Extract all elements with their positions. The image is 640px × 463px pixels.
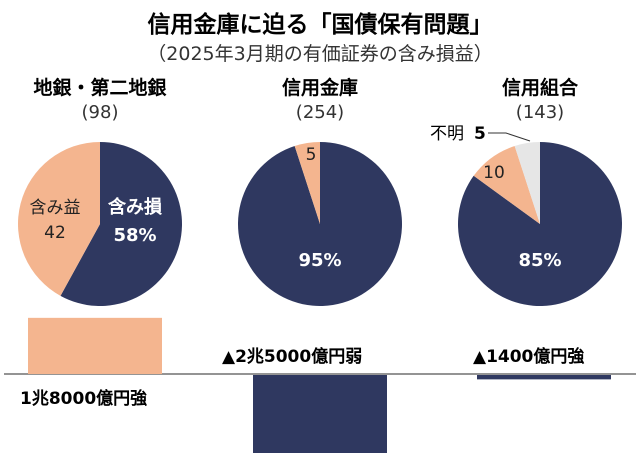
pie-group-label: 地銀・第二地銀 (33, 76, 166, 99)
pie-1: 地銀・第二地銀 (98) 含み損 58% 含み益 42 (18, 76, 183, 306)
pie-group-label: 信用組合 (502, 76, 579, 99)
pie-count-label: (143) (516, 102, 564, 123)
pie-slice-loss (60, 142, 183, 306)
bar-value-label: 1兆8000億円強 (20, 388, 147, 409)
pie-2: 信用金庫 (254) 95% 5 (237, 76, 402, 306)
pie-slice-unknown (514, 142, 540, 224)
pie-count-label: (254) (296, 102, 344, 123)
slice-value-label: 5 (474, 124, 486, 144)
slice-label: 含み益 (30, 198, 81, 218)
slice-value-label: 85% (518, 250, 561, 271)
slice-value-label: 10 (483, 163, 505, 183)
slice-value-label: 95% (298, 250, 341, 271)
leader-line (488, 132, 531, 142)
bar-3 (477, 375, 611, 380)
pie-group-label: 信用金庫 (282, 76, 358, 99)
slice-label: 含み損 (108, 196, 163, 218)
pie-count-label: (98) (82, 102, 119, 123)
pie-slice-gain (473, 146, 540, 224)
bar-value-label: ▲2兆5000億円弱 (222, 346, 362, 367)
slice-label: 不明 (430, 124, 464, 144)
bar-2 (253, 375, 387, 453)
pie-3: 信用組合 (143) 85% 10 不明 5 (430, 76, 622, 306)
slice-value-label: 5 (306, 145, 317, 165)
chart-title: 信用金庫に迫る「国債保有問題」 (148, 11, 493, 38)
slice-value-label: 58% (113, 225, 156, 246)
pie-slice-gain (18, 142, 100, 296)
slice-value-label: 42 (44, 223, 66, 243)
bar-1 (28, 317, 162, 374)
bar-value-label: ▲1400億円強 (473, 346, 584, 367)
chart-subtitle: （2025年3月期の有価証券の含み損益） (147, 43, 492, 65)
pie-slice-gain (294, 142, 320, 224)
